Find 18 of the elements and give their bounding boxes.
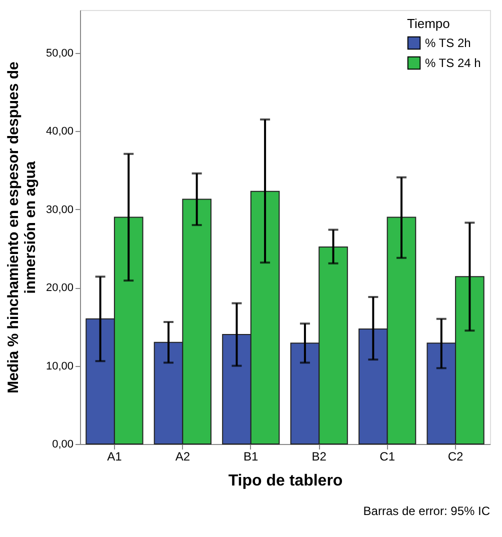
legend-label: % TS 2h: [425, 36, 471, 50]
x-axis-title: Tipo de tablero: [228, 472, 343, 490]
x-tick-label: C1: [380, 450, 396, 464]
y-axis-title: Media % hinchamiento en espesor despues de inmersión en agua: [4, 62, 39, 394]
text: Barras de error: 95% IC: [363, 504, 490, 518]
x-tick-label: B2: [312, 450, 327, 464]
y-tick-label: 10,00: [46, 360, 74, 372]
x-tick-label: B1: [244, 450, 259, 464]
y-tick-label: 50,00: [46, 48, 74, 60]
y-tick-label: 0,00: [52, 438, 74, 450]
y-tick-label: 20,00: [46, 282, 74, 294]
legend-title: Tiempo: [407, 16, 450, 31]
y-tick-label: 40,00: [46, 126, 74, 138]
x-tick-label: C2: [448, 450, 464, 464]
x-tick-label: A2: [175, 450, 190, 464]
legend-label: % TS 24 h: [425, 56, 481, 70]
y-tick-label: 30,00: [46, 204, 74, 216]
x-tick-label: A1: [107, 450, 122, 464]
